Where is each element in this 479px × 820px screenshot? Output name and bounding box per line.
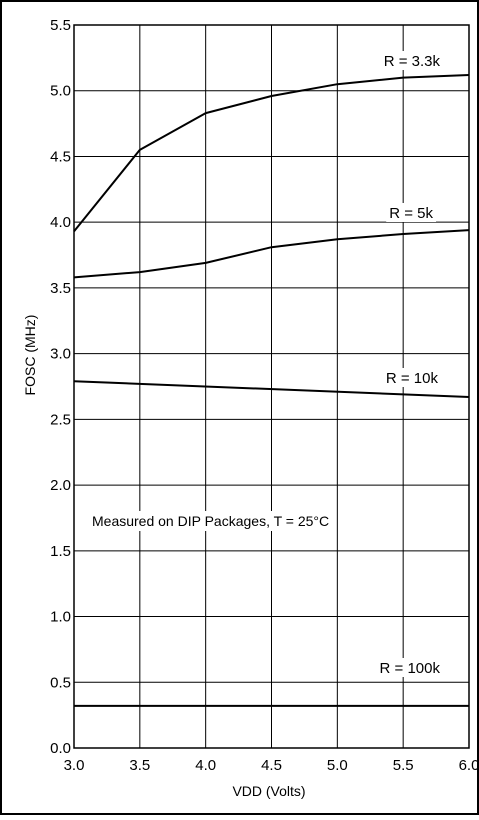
y-tick-label: 1.5 — [50, 543, 71, 560]
x-tick-label: 5.0 — [327, 757, 348, 774]
y-axis-title: FOSC (MHz) — [22, 315, 38, 396]
series-label-2: R = 5k — [389, 205, 433, 222]
x-tick-label: 6.0 — [459, 757, 479, 774]
measurement-note-bg — [88, 511, 334, 531]
x-tick-label: 3.5 — [129, 757, 150, 774]
y-tick-label: 2.5 — [50, 411, 71, 428]
y-tick-label: 2.0 — [50, 477, 71, 494]
y-tick-label: 5.0 — [50, 83, 71, 100]
grid — [73, 24, 470, 749]
series-label-bg — [382, 368, 441, 387]
y-tick-label: 4.5 — [50, 148, 71, 165]
series-lines — [73, 74, 470, 707]
series-line-1 — [73, 74, 470, 233]
y-tick-label: 0.0 — [50, 740, 71, 757]
series-label-bg — [376, 658, 443, 677]
series-label-3: R = 10k — [386, 370, 439, 387]
x-tick-labels: 3.0 3.5 4.0 4.5 5.0 5.5 6.0 — [64, 757, 479, 774]
x-tick-label: 5.5 — [393, 757, 414, 774]
y-tick-label: 3.5 — [50, 280, 71, 297]
x-tick-label: 4.0 — [195, 757, 216, 774]
series-line-2 — [73, 229, 470, 279]
series-label-1: R = 3.3k — [384, 53, 441, 70]
y-tick-label: 5.5 — [50, 17, 71, 34]
measurement-note: Measured on DIP Packages, T = 25°C — [92, 513, 329, 529]
y-tick-labels: 0.0 0.5 1.0 1.5 2.0 2.5 3.0 3.5 4.0 4.5 5.0 5.5 — [50, 17, 71, 757]
x-tick-label: 3.0 — [64, 757, 85, 774]
series-label-4: R = 100k — [380, 660, 441, 677]
series-line-3 — [73, 380, 470, 398]
x-axis-title: VDD (Volts) — [232, 783, 305, 799]
series-label-bg — [386, 203, 436, 222]
series-labels: R = 3.3k R = 5k R = 10k R = 100k — [376, 51, 443, 677]
y-tick-label: 1.0 — [50, 609, 71, 626]
y-tick-label: 0.5 — [50, 674, 71, 691]
series-label-bg — [380, 51, 443, 70]
x-tick-label: 4.5 — [261, 757, 282, 774]
y-tick-label: 3.0 — [50, 346, 71, 363]
y-tick-label: 4.0 — [50, 214, 71, 231]
